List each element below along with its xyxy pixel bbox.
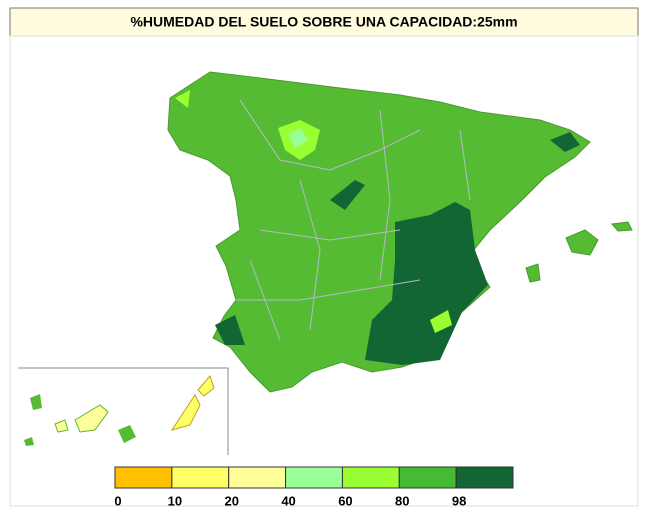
balearic-islands	[525, 221, 633, 283]
island	[74, 404, 109, 433]
island	[30, 394, 42, 410]
light-region-3	[430, 310, 452, 333]
legend-swatch	[171, 466, 230, 489]
dark-region-4	[215, 315, 245, 345]
light-region-2	[288, 128, 308, 148]
frame	[9, 35, 639, 507]
legend-swatch	[285, 466, 343, 489]
legend-swatch	[341, 466, 400, 489]
canary-inset	[18, 367, 229, 455]
legend-swatch	[228, 466, 287, 489]
island	[118, 425, 136, 443]
legend-tick-label: 98	[452, 493, 466, 508]
legend: 0 10 20 40 60 80 98	[114, 466, 514, 508]
legend-swatch	[455, 466, 514, 489]
mallorca	[565, 229, 599, 256]
legend-tick-label: 10	[168, 493, 182, 508]
dark-region-3	[550, 132, 580, 152]
island	[197, 375, 215, 397]
mainland	[167, 71, 591, 393]
legend-swatch	[398, 466, 457, 489]
dark-region	[365, 202, 488, 365]
light-region-4	[175, 90, 190, 108]
island	[24, 437, 34, 446]
legend-tick-label: 60	[338, 493, 352, 508]
map-title: %HUMEDAD DEL SUELO SOBRE UNA CAPACIDAD:2…	[130, 14, 517, 30]
dark-region-2	[330, 180, 365, 210]
province-borders	[236, 99, 471, 341]
legend-swatch	[114, 466, 173, 489]
menorca	[611, 221, 633, 232]
island	[54, 419, 69, 433]
inset-border	[18, 367, 229, 455]
legend-tick-label: 40	[281, 493, 295, 508]
title-bar	[9, 7, 639, 37]
legend-tick-label: 0	[114, 493, 121, 508]
ibiza	[525, 263, 541, 283]
legend-tick-label: 80	[395, 493, 409, 508]
legend-tick-label: 20	[224, 493, 238, 508]
island	[170, 394, 201, 431]
